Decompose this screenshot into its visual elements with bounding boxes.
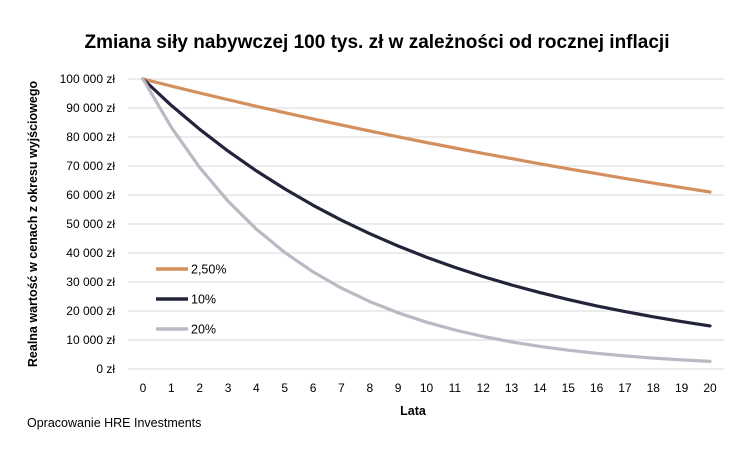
series-lines (141, 77, 712, 363)
y-tick-label: 20 000 zł (66, 304, 115, 318)
y-tick-label: 70 000 zł (66, 159, 115, 173)
legend-label: 10% (191, 293, 216, 307)
y-tick-label: 50 000 zł (66, 217, 115, 231)
x-tick-label: 8 (366, 381, 373, 395)
y-tick-label: 30 000 zł (66, 275, 115, 289)
y-tick-label: 90 000 zł (66, 101, 115, 115)
x-axis-label: Lata (400, 404, 427, 418)
x-tick-label: 9 (395, 381, 402, 395)
gridlines (128, 78, 724, 370)
legend-label: 20% (191, 323, 216, 337)
x-tick-label: 12 (477, 381, 491, 395)
legend: 2,50% 10% 20% (156, 263, 226, 337)
x-tick-label: 17 (618, 381, 632, 395)
y-axis-label: Realna wartość w cenach z okresu wyjścio… (26, 81, 40, 368)
x-tick-label: 19 (675, 381, 689, 395)
x-tick-label: 20 (703, 381, 717, 395)
x-tick-label: 15 (562, 381, 576, 395)
x-tick-label: 16 (590, 381, 604, 395)
y-tick-labels: 0 zł 10 000 zł 20 000 zł 30 000 zł 40 000 zł… (60, 72, 116, 376)
legend-label: 2,50% (191, 263, 226, 277)
x-tick-label: 13 (505, 381, 519, 395)
x-tick-label: 6 (310, 381, 317, 395)
series-line-250 (141, 77, 712, 194)
x-tick-label: 3 (225, 381, 232, 395)
x-tick-label: 18 (647, 381, 661, 395)
x-tick-label: 4 (253, 381, 260, 395)
y-tick-label: 40 000 zł (66, 246, 115, 260)
y-tick-label: 100 000 zł (60, 72, 116, 86)
source-note: Opracowanie HRE Investments (27, 416, 201, 430)
x-tick-label: 0 (140, 381, 147, 395)
y-tick-label: 0 zł (96, 362, 115, 376)
series-line-10 (141, 77, 712, 328)
y-tick-label: 10 000 zł (66, 333, 115, 347)
x-tick-labels: 0 1 2 3 4 5 6 7 8 9 10 11 12 13 14 15 16 17 18 19 20 (140, 381, 717, 395)
x-tick-label: 5 (281, 381, 288, 395)
x-tick-label: 14 (533, 381, 547, 395)
x-tick-label: 2 (196, 381, 203, 395)
y-tick-label: 80 000 zł (66, 130, 115, 144)
x-tick-label: 11 (449, 381, 462, 395)
chart-title: Zmiana siły nabywczej 100 tys. zł w zale… (85, 32, 670, 53)
series-line-20 (141, 77, 712, 363)
x-tick-label: 1 (168, 381, 175, 395)
x-tick-label: 7 (338, 381, 345, 395)
y-tick-label: 60 000 zł (66, 188, 115, 202)
x-tick-label: 10 (420, 381, 434, 395)
